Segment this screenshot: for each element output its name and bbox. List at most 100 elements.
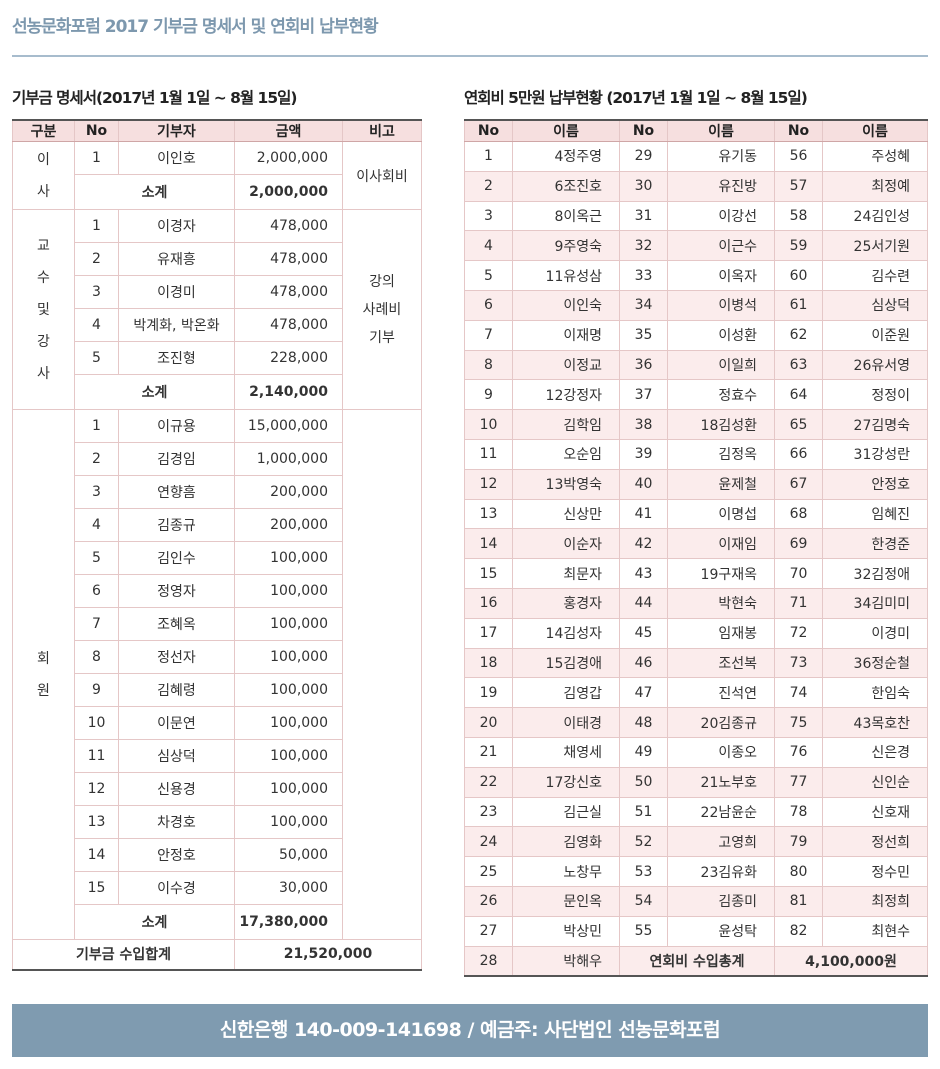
- donation-header-row: 구분 No 기부자 금액 비고: [12, 119, 422, 142]
- member-name: 24김인성: [822, 200, 928, 232]
- page-title: 선농문화포럼 2017 기부금 명세서 및 연회비 납부현황: [12, 17, 379, 37]
- member-name: 이옥자: [667, 260, 775, 291]
- subtotal-row: 소계 2,140,000: [13, 374, 422, 410]
- grand-total-row: 기부금 수입합계 21,520,000: [12, 939, 422, 971]
- table-row: 6 이인숙 34 이병석 61 심상덕: [464, 289, 928, 321]
- group-note-lecturers: 강의 사례비 기부: [342, 209, 422, 410]
- member-no: 3: [464, 200, 513, 232]
- member-no: 17: [464, 617, 513, 649]
- member-name: 윤성탁: [667, 915, 775, 947]
- dues-header-row: No 이름 No 이름 No 이름: [464, 119, 928, 142]
- member-no: 2: [464, 170, 513, 202]
- col-header-category: 구분: [12, 119, 75, 142]
- row-donor: 정선자: [118, 640, 235, 674]
- subtotal-amount: 2,140,000: [234, 374, 343, 410]
- member-no: 66: [774, 438, 823, 470]
- member-no: 57: [774, 170, 823, 202]
- member-name: 12강정자: [512, 379, 620, 411]
- member-no: 79: [774, 826, 823, 858]
- member-no: 51: [619, 796, 668, 828]
- row-donor: 연향흠: [118, 475, 235, 509]
- row-donor: 안정호: [118, 838, 235, 872]
- group-label-char: 강: [37, 333, 50, 350]
- member-no: 55: [619, 915, 668, 947]
- member-no: 80: [774, 856, 823, 887]
- row-amount: 100,000: [234, 805, 343, 839]
- member-name: 박상민: [512, 915, 620, 947]
- member-no: 68: [774, 498, 823, 530]
- member-name: 임혜진: [822, 498, 928, 530]
- row-amount: 100,000: [234, 772, 343, 806]
- member-name: 25서기원: [822, 230, 928, 262]
- subtotal-amount: 17,380,000: [234, 904, 343, 940]
- member-name: 김종미: [667, 885, 775, 917]
- member-name: 유기동: [667, 141, 775, 172]
- table-row: 13 차경호 100,000: [13, 805, 422, 839]
- member-name: 이경미: [822, 617, 928, 649]
- member-no: 28: [464, 945, 513, 977]
- table-row: 27 박상민 55 윤성탁 82 최현수: [464, 915, 928, 947]
- member-name: 이강선: [667, 200, 775, 232]
- member-no: 9: [464, 379, 513, 411]
- table-row: 8 이정교 36 이일희 63 26유서영: [464, 349, 928, 381]
- row-donor: 김경임: [118, 442, 235, 476]
- row-donor: 박계화, 박온화: [118, 308, 235, 342]
- member-no: 58: [774, 200, 823, 232]
- row-donor: 김혜령: [118, 673, 235, 707]
- row-amount: 100,000: [234, 607, 343, 641]
- member-no: 36: [619, 349, 668, 381]
- table-row: 13 신상만 41 이명섭 68 임혜진: [464, 498, 928, 530]
- group-label-char: 및: [37, 301, 50, 318]
- member-name: 최문자: [512, 558, 620, 589]
- row-amount: 100,000: [234, 541, 343, 575]
- row-no: 3: [74, 475, 119, 509]
- member-no: 22: [464, 766, 513, 798]
- member-no: 12: [464, 468, 513, 500]
- member-name: 19구재옥: [667, 558, 775, 589]
- member-no: 18: [464, 647, 513, 679]
- member-name: 27김명숙: [822, 409, 928, 440]
- dues-total-label: 연회비 수입총계: [619, 945, 775, 977]
- member-name: 채영세: [512, 736, 620, 768]
- table-row: 23 김근실 51 22남윤순 78 신호재: [464, 796, 928, 828]
- member-no: 70: [774, 558, 823, 589]
- member-no: 73: [774, 647, 823, 679]
- member-no: 6: [464, 289, 513, 321]
- subtotal-row: 소계 2,000,000: [13, 174, 422, 210]
- table-row: 10 이문연 100,000: [13, 706, 422, 740]
- member-no: 63: [774, 349, 823, 381]
- member-no: 40: [619, 468, 668, 500]
- table-row: 14 안정호 50,000: [13, 838, 422, 872]
- table-row: 5 조진형 228,000: [13, 341, 422, 375]
- member-no: 78: [774, 796, 823, 828]
- row-donor: 차경호: [118, 805, 235, 839]
- table-row: 5 김인수 100,000: [13, 541, 422, 575]
- row-amount: 1,000,000: [234, 442, 343, 476]
- member-no: 15: [464, 558, 513, 589]
- member-name: 주성혜: [822, 141, 928, 172]
- member-name: 14김성자: [512, 617, 620, 649]
- member-name: 최정예: [822, 170, 928, 202]
- row-amount: 200,000: [234, 475, 343, 509]
- member-name: 이근수: [667, 230, 775, 262]
- table-row: 22 17강신호 50 21노부호 77 신인순: [464, 766, 928, 798]
- table-row: 3 연향흠 200,000: [13, 475, 422, 509]
- member-name: 26유서영: [822, 349, 928, 381]
- col-header-no: No: [774, 119, 823, 142]
- member-no: 82: [774, 915, 823, 947]
- table-row: 이 사 1 이인호 2,000,000 이사회비: [12, 141, 422, 210]
- table-row: 3 이경미 478,000: [13, 275, 422, 309]
- member-no: 30: [619, 170, 668, 202]
- row-amount: 478,000: [234, 308, 343, 342]
- member-name: 한경준: [822, 528, 928, 560]
- member-no: 31: [619, 200, 668, 232]
- group-label-lecturers: 교 수 및 강 사: [12, 209, 75, 410]
- member-name: 박현숙: [667, 587, 775, 619]
- member-name: 신인순: [822, 766, 928, 798]
- table-row: 6 정영자 100,000: [13, 574, 422, 608]
- row-amount: 478,000: [234, 242, 343, 276]
- row-amount: 50,000: [234, 838, 343, 872]
- table-row: 20 이태경 48 20김종규 75 43목호찬: [464, 707, 928, 738]
- table-row: 8 정선자 100,000: [13, 640, 422, 674]
- member-name: 김근실: [512, 796, 620, 828]
